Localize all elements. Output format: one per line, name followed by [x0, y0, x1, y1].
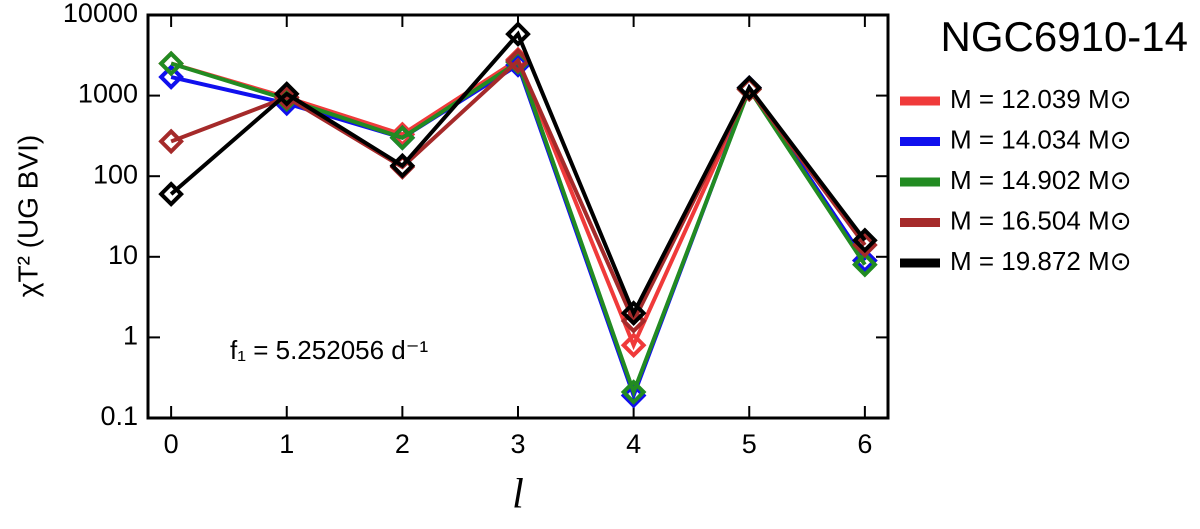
x-tick-label: 1: [279, 429, 294, 459]
legend-label: M = 16.504 M⊙: [950, 205, 1131, 235]
marker: [852, 227, 878, 254]
x-tick-label: 2: [395, 429, 410, 459]
marker: [389, 124, 416, 151]
marker: [505, 21, 531, 47]
marker: [389, 152, 416, 179]
marker: [158, 128, 184, 155]
legend-label: M = 14.902 M⊙: [950, 165, 1131, 195]
legend-label: M = 12.039 M⊙: [950, 84, 1131, 114]
legend-label: M = 19.872 M⊙: [950, 246, 1131, 276]
x-tick-label: 5: [742, 429, 757, 459]
marker: [273, 84, 300, 111]
marker: [852, 251, 878, 278]
y-tick-label: 10000: [63, 0, 138, 28]
y-tick-label: 0.1: [100, 401, 138, 431]
y-tick-label: 10: [108, 240, 138, 270]
annotation: f₁ = 5.252056 d⁻¹: [230, 335, 428, 365]
x-tick-label: 0: [164, 429, 179, 459]
marker: [620, 300, 647, 326]
marker: [620, 382, 647, 409]
marker: [620, 332, 647, 359]
marker: [620, 379, 647, 405]
y-tick-label: 1: [123, 321, 138, 351]
chart-title: NGC6910-14: [941, 13, 1188, 60]
legend-label: M = 14.034 M⊙: [950, 124, 1131, 154]
marker: [158, 181, 184, 207]
x-axis-label: l: [512, 472, 524, 518]
y-tick-label: 100: [93, 159, 138, 189]
marker: [273, 81, 300, 107]
marker: [736, 74, 763, 101]
series-line: [169, 30, 867, 318]
x-tick-label: 4: [626, 429, 641, 459]
marker: [505, 48, 531, 74]
x-tick-label: 3: [510, 429, 525, 459]
y-axis-label: χT² (UG BVI): [12, 135, 43, 297]
y-tick-label: 1000: [78, 79, 138, 109]
marker: [158, 50, 184, 77]
marker: [158, 64, 184, 90]
x-tick-label: 6: [857, 429, 872, 459]
